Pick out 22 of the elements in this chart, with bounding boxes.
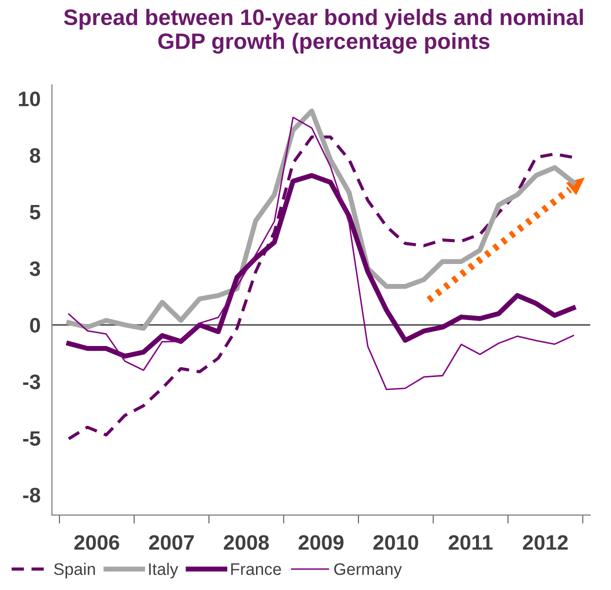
legend-label: Italy bbox=[149, 562, 178, 578]
y-tick-label: 10 bbox=[18, 92, 40, 106]
legend-label: France bbox=[231, 563, 281, 576]
y-tick-label: -3 bbox=[23, 374, 40, 390]
y-tick-label: 0 bbox=[30, 318, 40, 333]
chart-title: Spread between 10-year bond yields and nominal GDP growth (percentage points bbox=[64, 8, 583, 54]
y-tick-label: 8 bbox=[30, 148, 40, 163]
x-tick-label: 2009 bbox=[298, 535, 344, 550]
y-tick-label: 3 bbox=[30, 261, 40, 276]
legend-label: Germany bbox=[334, 563, 402, 578]
x-tick-label: 2012 bbox=[522, 535, 568, 550]
x-tick-label: 2006 bbox=[74, 535, 120, 550]
line-series bbox=[67, 135, 575, 440]
y-tick-label: -8 bbox=[23, 488, 40, 502]
y-tick-label: -5 bbox=[23, 431, 40, 446]
y-tick-label: 5 bbox=[30, 204, 40, 220]
x-tick-label: 2008 bbox=[224, 535, 269, 550]
legend-label: Spain bbox=[54, 562, 95, 578]
x-tick-label: 2010 bbox=[373, 535, 418, 550]
x-tick-label: 2007 bbox=[149, 535, 194, 550]
line-series bbox=[68, 116, 574, 390]
x-tick-label: 2011 bbox=[448, 535, 493, 550]
